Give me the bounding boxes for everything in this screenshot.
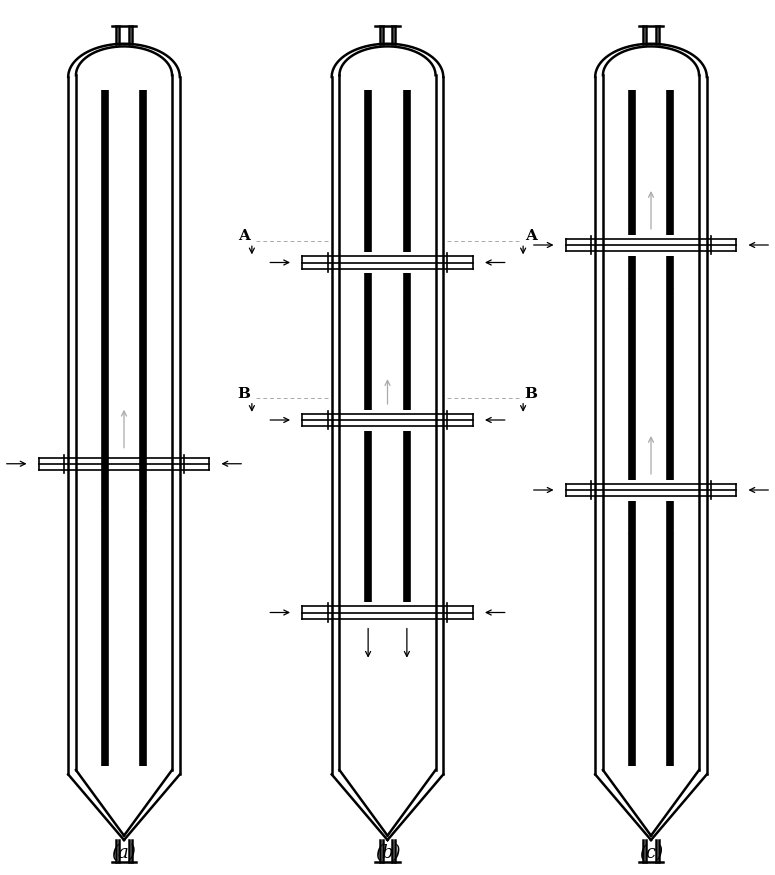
Text: (c): (c) (639, 844, 663, 862)
Text: A: A (525, 229, 537, 243)
Text: B: B (525, 387, 537, 401)
Text: (b): (b) (375, 844, 400, 862)
Text: (a): (a) (112, 844, 136, 862)
Text: B: B (238, 387, 250, 401)
Text: A: A (238, 229, 250, 243)
